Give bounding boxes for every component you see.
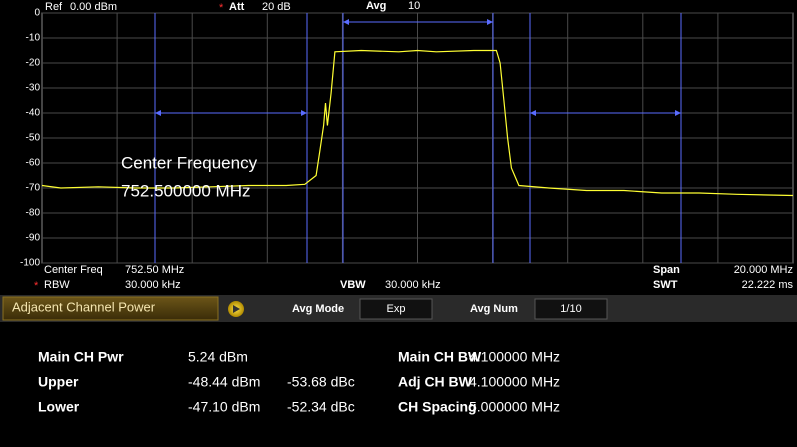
avg-mode-label: Avg Mode bbox=[292, 303, 344, 315]
result-label: Adj CH BW bbox=[398, 374, 473, 390]
result-label: CH Spacing bbox=[398, 399, 477, 415]
rbw-flag: * bbox=[34, 280, 39, 292]
swt-value: 22.222 ms bbox=[742, 279, 794, 291]
annotation: Center Frequency bbox=[121, 153, 258, 172]
att-label: Att bbox=[229, 1, 245, 13]
att-value: 20 dB bbox=[262, 1, 291, 13]
vbw-label: VBW bbox=[340, 279, 366, 291]
att-flag: * bbox=[219, 2, 224, 14]
result-value: 5.000000 MHz bbox=[469, 399, 560, 415]
result-value: -48.44 dBm bbox=[188, 374, 260, 390]
avg-num-box[interactable] bbox=[534, 298, 608, 320]
result-value: 4.100000 MHz bbox=[469, 349, 560, 365]
panel-title: Adjacent Channel Power bbox=[12, 299, 156, 314]
y-tick-label: -40 bbox=[26, 108, 41, 119]
result-value: 5.24 dBm bbox=[188, 349, 248, 365]
trace bbox=[41, 49, 794, 197]
center-freq-label: Center Freq bbox=[44, 264, 103, 276]
plot-area bbox=[41, 12, 794, 264]
avg-mode-box[interactable] bbox=[359, 298, 433, 320]
result-value: -52.34 dBc bbox=[287, 399, 355, 415]
results: Main CH Pwr 5.24 dBm Upper -48.44 dBm -53.68… bbox=[38, 349, 560, 415]
result-label: Upper bbox=[38, 374, 79, 390]
vbw-value: 30.000 kHz bbox=[385, 279, 441, 291]
panel-title-box bbox=[2, 296, 219, 321]
y-tick-label: -90 bbox=[26, 233, 41, 244]
y-tick-label: -30 bbox=[26, 83, 41, 94]
swt-label: SWT bbox=[653, 279, 678, 291]
y-tick-label: -70 bbox=[26, 183, 41, 194]
rbw-label: RBW bbox=[44, 279, 70, 291]
y-tick-label: -100 bbox=[20, 258, 40, 269]
avg-value: 10 bbox=[408, 0, 420, 12]
play-icon bbox=[233, 305, 240, 313]
avg-label: Avg bbox=[366, 0, 386, 12]
y-tick-label: -50 bbox=[26, 133, 41, 144]
span-value: 20.000 MHz bbox=[734, 264, 793, 276]
avg-num-label: Avg Num bbox=[470, 303, 518, 315]
y-tick-label: -20 bbox=[26, 58, 41, 69]
y-tick-label: 0 bbox=[34, 8, 40, 19]
y-tick-label: -60 bbox=[26, 158, 41, 169]
annotation: 752.500000 MHz bbox=[121, 181, 250, 200]
result-value: -53.68 dBc bbox=[287, 374, 355, 390]
rbw-value: 30.000 kHz bbox=[125, 279, 181, 291]
center-freq-value: 752.50 MHz bbox=[125, 264, 184, 276]
avg-mode-value: Exp bbox=[387, 303, 406, 315]
result-label: Lower bbox=[38, 399, 80, 415]
ref-value: 0.00 dBm bbox=[70, 1, 117, 13]
result-label: Main CH BW bbox=[398, 349, 482, 365]
result-value: -47.10 dBm bbox=[188, 399, 260, 415]
result-label: Main CH Pwr bbox=[38, 349, 124, 365]
y-tick-label: -10 bbox=[26, 33, 41, 44]
span-label: Span bbox=[653, 264, 680, 276]
y-tick-label: -80 bbox=[26, 208, 41, 219]
ref-label: Ref bbox=[45, 1, 63, 13]
result-value: 4.100000 MHz bbox=[469, 374, 560, 390]
avg-num-value: 1/10 bbox=[560, 303, 581, 315]
